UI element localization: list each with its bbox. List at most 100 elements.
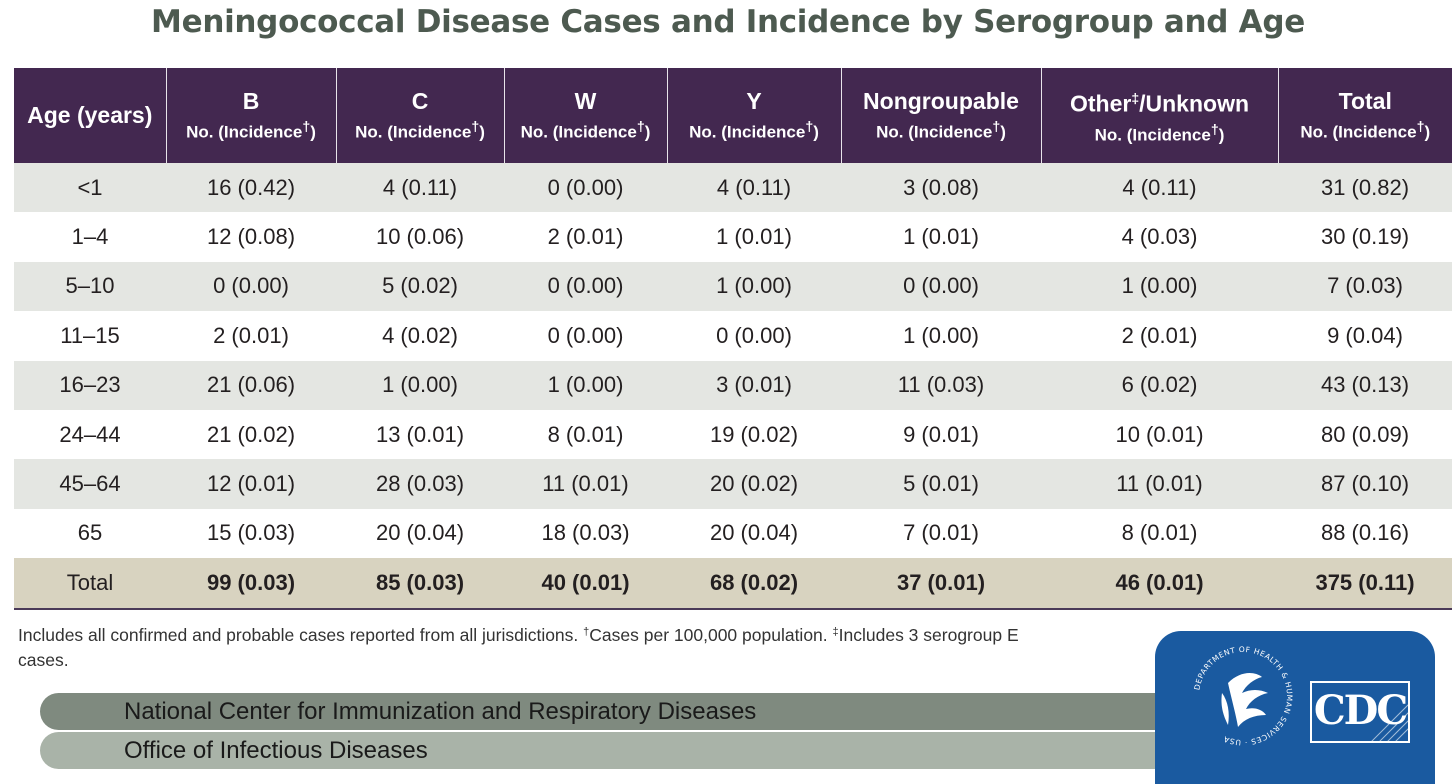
value-cell: 0 (0.00) — [166, 261, 336, 312]
value-cell: 0 (0.00) — [504, 261, 667, 312]
total-cell: 375 (0.11) — [1278, 558, 1452, 610]
age-cell: 45–64 — [14, 459, 166, 509]
value-cell: 20 (0.02) — [667, 459, 841, 509]
column-header-c: C No. (Incidence†) — [335, 68, 504, 163]
page-title: Meningococcal Disease Cases and Incidenc… — [151, 4, 1305, 40]
age-cell: 5–10 — [14, 261, 166, 312]
table-row: 16–23 21 (0.06) 1 (0.00) 1 (0.00) 3 (0.0… — [14, 360, 1452, 410]
total-cell: 40 (0.01) — [504, 558, 667, 610]
value-cell: 0 (0.00) — [504, 163, 667, 213]
table-row: <1 16 (0.42) 4 (0.11) 0 (0.00) 4 (0.11) … — [14, 163, 1452, 213]
value-cell: 1 (0.01) — [667, 212, 841, 262]
value-cell: 28 (0.03) — [336, 459, 504, 509]
value-cell: 80 (0.09) — [1278, 409, 1452, 460]
value-cell: 0 (0.00) — [667, 311, 841, 361]
value-cell: 1 (0.00) — [1041, 261, 1278, 312]
value-cell: 6 (0.02) — [1041, 360, 1278, 410]
value-cell: 3 (0.08) — [841, 163, 1041, 213]
logo-panel — [1155, 631, 1435, 784]
value-cell: 5 (0.01) — [841, 459, 1041, 509]
value-cell: 11 (0.01) — [504, 459, 667, 509]
cdc-logo-text: CDC — [1313, 687, 1408, 734]
age-cell: 1–4 — [14, 212, 166, 262]
table-header-row: Age (years) B No. (Incidence†) C No. (In… — [14, 68, 1452, 163]
value-cell: 30 (0.19) — [1278, 212, 1452, 262]
age-cell: 24–44 — [14, 409, 166, 460]
value-cell: 12 (0.08) — [166, 212, 336, 262]
age-cell: 65 — [14, 508, 166, 559]
value-cell: 10 (0.01) — [1041, 409, 1278, 460]
age-cell: <1 — [14, 163, 166, 213]
total-cell: 85 (0.03) — [336, 558, 504, 610]
value-cell: 10 (0.06) — [336, 212, 504, 262]
table-row: 1–4 12 (0.08) 10 (0.06) 2 (0.01) 1 (0.01… — [14, 212, 1452, 262]
column-header-y: Y No. (Incidence†) — [666, 68, 841, 163]
value-cell: 12 (0.01) — [166, 459, 336, 509]
total-cell: 37 (0.01) — [841, 558, 1041, 610]
total-cell: 99 (0.03) — [166, 558, 336, 610]
table-row: 5–10 0 (0.00) 5 (0.02) 0 (0.00) 1 (0.00)… — [14, 261, 1452, 312]
value-cell: 2 (0.01) — [504, 212, 667, 262]
value-cell: 9 (0.01) — [841, 409, 1041, 460]
age-cell: 16–23 — [14, 360, 166, 410]
value-cell: 0 (0.00) — [504, 311, 667, 361]
value-cell: 7 (0.01) — [841, 508, 1041, 559]
value-cell: 1 (0.00) — [336, 360, 504, 410]
value-cell: 8 (0.01) — [1041, 508, 1278, 559]
center-name: National Center for Immunization and Res… — [124, 698, 757, 725]
value-cell: 18 (0.03) — [504, 508, 667, 559]
value-cell: 2 (0.01) — [1041, 311, 1278, 361]
value-cell: 19 (0.02) — [667, 409, 841, 460]
value-cell: 43 (0.13) — [1278, 360, 1452, 410]
age-column-header: Age (years) — [14, 68, 166, 163]
value-cell: 1 (0.00) — [841, 311, 1041, 361]
value-cell: 0 (0.00) — [841, 261, 1041, 312]
value-cell: 20 (0.04) — [667, 508, 841, 559]
total-label-cell: Total — [14, 558, 166, 610]
footnote: Includes all confirmed and probable case… — [18, 625, 1019, 670]
total-row: Total 99 (0.03) 85 (0.03) 40 (0.01) 68 (… — [14, 558, 1452, 610]
hhs-seal-icon: DEPARTMENT OF HEALTH & HUMAN SERVICES · … — [1192, 645, 1293, 747]
table-row: 65 15 (0.03) 20 (0.04) 18 (0.03) 20 (0.0… — [14, 508, 1452, 559]
value-cell: 88 (0.16) — [1278, 508, 1452, 559]
serogroup-table: Age (years) B No. (Incidence†) C No. (In… — [14, 68, 1452, 610]
value-cell: 20 (0.04) — [336, 508, 504, 559]
value-cell: 4 (0.03) — [1041, 212, 1278, 262]
value-cell: 11 (0.03) — [841, 360, 1041, 410]
value-cell: 4 (0.02) — [336, 311, 504, 361]
value-cell: 87 (0.10) — [1278, 459, 1452, 509]
value-cell: 5 (0.02) — [336, 261, 504, 312]
value-cell: 1 (0.00) — [504, 360, 667, 410]
table-row: 24–44 21 (0.02) 13 (0.01) 8 (0.01) 19 (0… — [14, 409, 1452, 460]
office-name-band: Office of Infectious Diseases — [40, 732, 1190, 769]
column-header-w: W No. (Incidence†) — [503, 68, 667, 163]
age-cell: 11–15 — [14, 311, 166, 361]
value-cell: 1 (0.00) — [667, 261, 841, 312]
value-cell: 21 (0.02) — [166, 409, 336, 460]
total-cell: 68 (0.02) — [667, 558, 841, 610]
column-header-b: B No. (Incidence†) — [165, 68, 336, 163]
column-header-other-unknown: Other‡/Unknown No. (Incidence†) — [1040, 68, 1278, 163]
value-cell: 4 (0.11) — [667, 163, 841, 213]
value-cell: 15 (0.03) — [166, 508, 336, 559]
table-row: 45–64 12 (0.01) 28 (0.03) 11 (0.01) 20 (… — [14, 459, 1452, 509]
table-row: 11–15 2 (0.01) 4 (0.02) 0 (0.00) 0 (0.00… — [14, 311, 1452, 361]
column-header-total: Total No. (Incidence†) — [1277, 68, 1452, 163]
center-name-band: National Center for Immunization and Res… — [40, 693, 1190, 730]
value-cell: 21 (0.06) — [166, 360, 336, 410]
value-cell: 7 (0.03) — [1278, 261, 1452, 312]
value-cell: 1 (0.01) — [841, 212, 1041, 262]
value-cell: 13 (0.01) — [336, 409, 504, 460]
value-cell: 11 (0.01) — [1041, 459, 1278, 509]
value-cell: 16 (0.42) — [166, 163, 336, 213]
value-cell: 4 (0.11) — [336, 163, 504, 213]
value-cell: 8 (0.01) — [504, 409, 667, 460]
value-cell: 3 (0.01) — [667, 360, 841, 410]
cdc-logo: CDC — [1310, 681, 1410, 743]
value-cell: 2 (0.01) — [166, 311, 336, 361]
cdc-logo-lines-icon — [1371, 704, 1408, 741]
column-header-nongroupable: Nongroupable No. (Incidence†) — [840, 68, 1041, 163]
value-cell: 4 (0.11) — [1041, 163, 1278, 213]
value-cell: 31 (0.82) — [1278, 163, 1452, 213]
office-name: Office of Infectious Diseases — [124, 737, 428, 764]
